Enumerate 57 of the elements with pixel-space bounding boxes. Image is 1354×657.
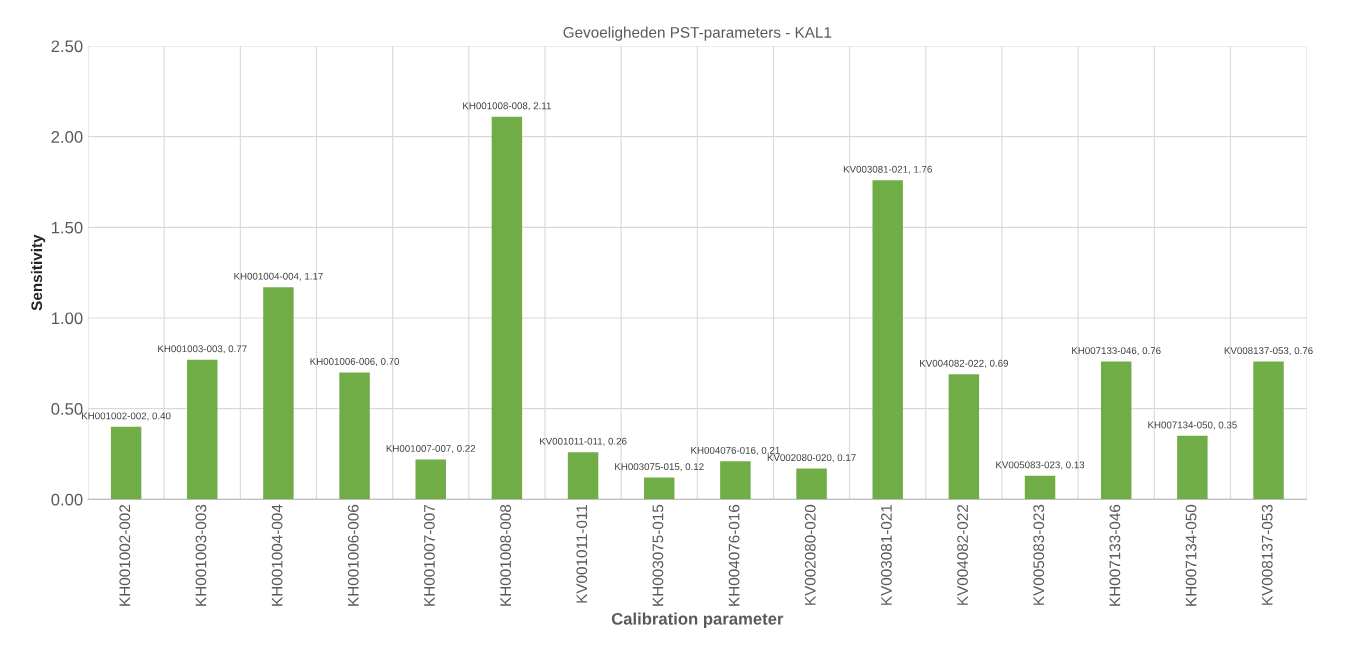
bar xyxy=(567,452,599,500)
data-label: KH007134-050, 0.35 xyxy=(1148,421,1237,430)
data-label: KH001006-006, 0.70 xyxy=(310,358,400,367)
y-tick-label: 0.00 xyxy=(51,493,83,506)
data-label: KH001003-003, 0.77 xyxy=(158,345,247,354)
bar xyxy=(948,374,980,500)
x-tick-label: KH001002-002 xyxy=(119,504,131,606)
bar xyxy=(110,426,142,500)
data-label: KH001008-008, 2.11 xyxy=(463,102,551,111)
data-label: KV004082-022, 0.69 xyxy=(920,359,1009,368)
bar xyxy=(1100,361,1132,500)
data-label: KH004076-016, 0.21 xyxy=(691,446,780,455)
bar xyxy=(644,477,675,500)
bar xyxy=(1253,361,1284,500)
y-axis-title: Sensitivity xyxy=(30,234,46,311)
bar xyxy=(415,459,446,500)
y-tick-label: 2.00 xyxy=(51,131,83,143)
x-axis-title: Calibration parameter xyxy=(611,612,784,629)
bar xyxy=(491,116,523,500)
bar xyxy=(1024,475,1056,500)
chart-title: Gevoeligheden PST-parameters - KAL1 xyxy=(563,26,832,41)
x-tick-label: KH001006-006 xyxy=(347,504,359,606)
data-label: KV001011-011, 0.26 xyxy=(539,437,627,446)
x-tick-label: KV002080-020 xyxy=(804,504,816,605)
data-label: KV005083-023, 0.13 xyxy=(996,461,1085,470)
data-label: KH001004-004, 1.17 xyxy=(234,272,323,281)
bar xyxy=(872,180,903,500)
data-label: KV008137-053, 0.76 xyxy=(1224,347,1313,356)
x-tick-label: KH001008-008 xyxy=(500,504,511,606)
x-tick-label: KV005083-023 xyxy=(1033,504,1045,605)
bar xyxy=(1177,435,1208,500)
data-label: KH001007-007, 0.22 xyxy=(386,445,476,454)
x-tick-label: KH001003-003 xyxy=(195,504,207,606)
y-tick-label: 1.50 xyxy=(51,221,83,234)
x-tick-label: KH003075-015 xyxy=(652,504,664,606)
y-tick-label: 2.50 xyxy=(51,40,83,53)
x-tick-label: KH004076-016 xyxy=(728,504,740,606)
bar xyxy=(263,287,294,500)
data-label: KH007133-046, 0.76 xyxy=(1072,347,1161,356)
x-tick-label: KH001004-004 xyxy=(271,504,283,606)
bar xyxy=(720,461,751,500)
data-label: KV003081-021, 1.76 xyxy=(843,165,932,174)
bar xyxy=(339,372,370,500)
x-tick-label: KV003081-021 xyxy=(881,504,892,605)
data-label: KH001002-002, 0.40 xyxy=(82,412,171,421)
bar xyxy=(187,359,218,500)
x-tick-label: KH007134-050 xyxy=(1185,504,1197,606)
x-tick-label: KV001011-011 xyxy=(576,504,588,603)
y-tick-label: 0.50 xyxy=(51,403,83,415)
bar xyxy=(796,468,827,500)
data-label: KH003075-015, 0.12 xyxy=(615,463,704,472)
data-label: KV002080-020, 0.17 xyxy=(767,454,856,463)
x-tick-label: KV008137-053 xyxy=(1261,504,1273,605)
y-tick-label: 1.00 xyxy=(51,312,83,325)
x-tick-label: KH007133-046 xyxy=(1109,504,1121,606)
x-tick-label: KV004082-022 xyxy=(957,504,968,605)
x-tick-label: KH001007-007 xyxy=(424,504,435,606)
